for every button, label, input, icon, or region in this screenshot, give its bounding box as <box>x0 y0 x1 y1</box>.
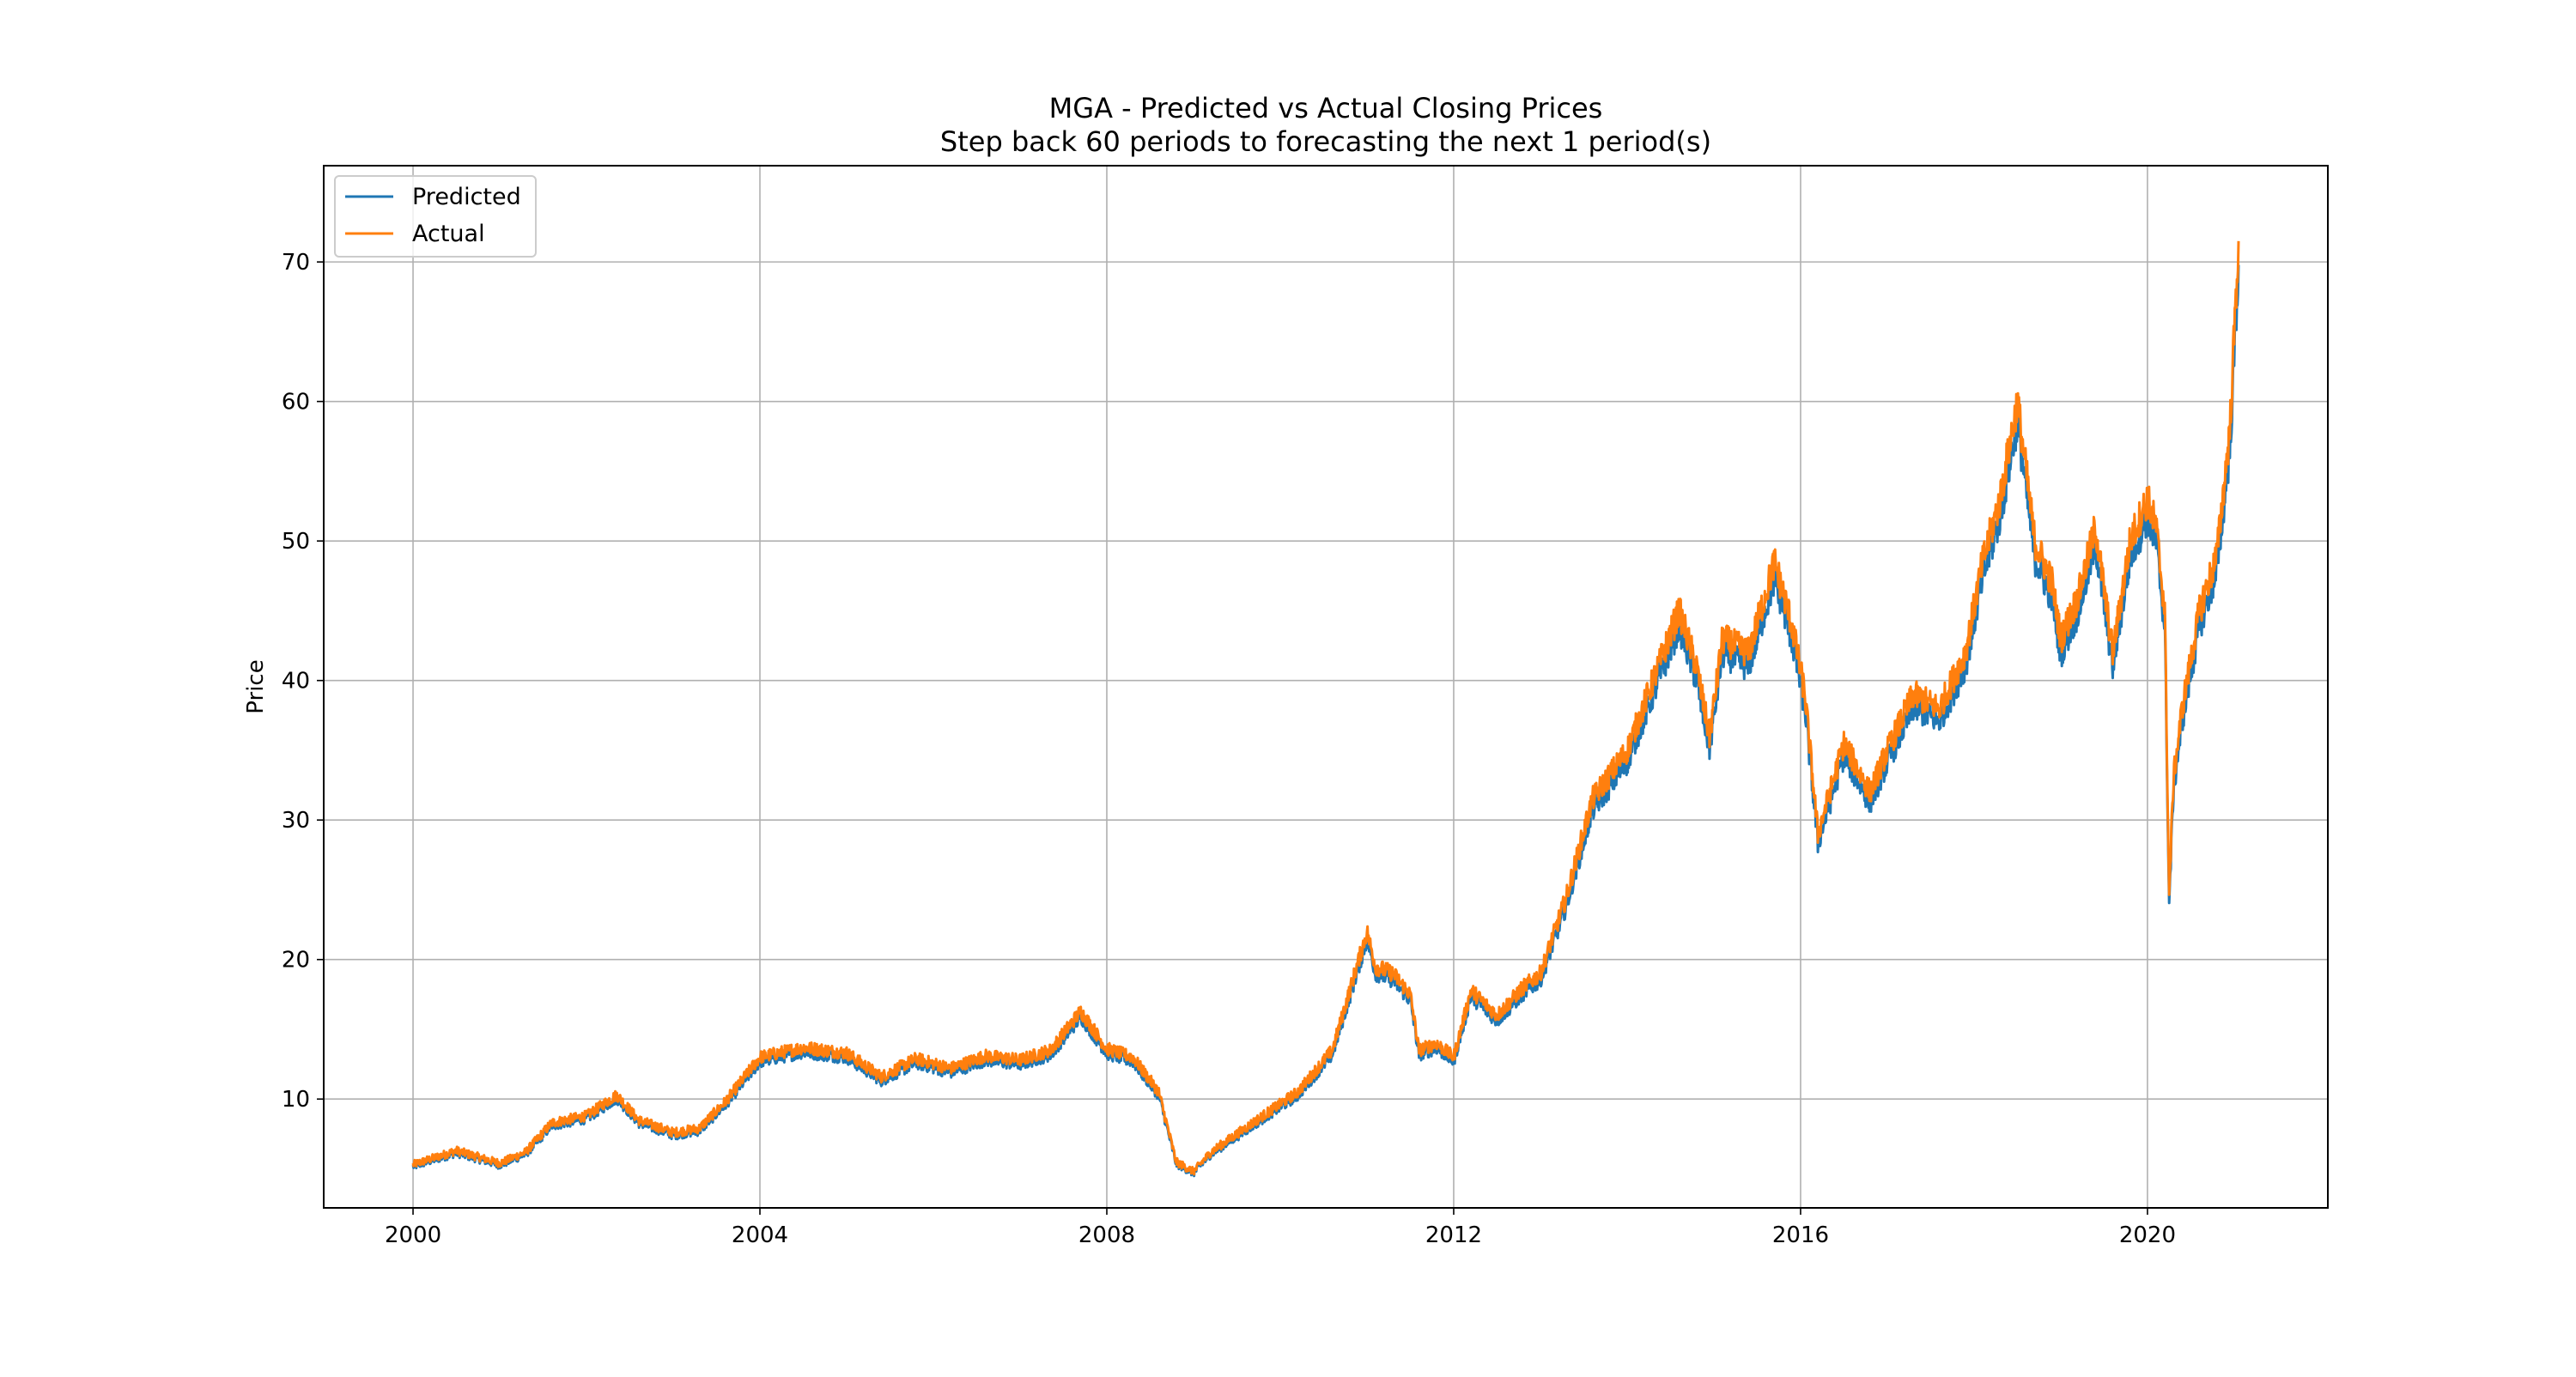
y-axis-label: Price <box>243 659 269 713</box>
y-tick-label: 30 <box>282 808 310 834</box>
x-tick-label: 2004 <box>732 1222 788 1248</box>
y-tick-label: 20 <box>282 948 310 974</box>
chart-subtitle: Step back 60 periods to forecasting the … <box>940 125 1711 158</box>
legend-label-predicted: Predicted <box>412 184 521 210</box>
x-tick-label: 2000 <box>385 1222 441 1248</box>
axis-ticks: 2000 2004 2008 2012 2016 2020 10 20 30 40 50 60 70 <box>282 250 2176 1248</box>
y-tick-label: 60 <box>282 390 310 416</box>
series-line-actual <box>411 240 2240 1176</box>
x-tick-label: 2012 <box>1425 1222 1482 1248</box>
y-tick-label: 40 <box>282 669 310 695</box>
y-tick-label: 50 <box>282 529 310 555</box>
x-tick-label: 2008 <box>1078 1222 1135 1248</box>
x-tick-label: 2016 <box>1772 1222 1829 1248</box>
series-lines <box>411 240 2240 1178</box>
chart-title: MGA - Predicted vs Actual Closing Prices <box>1049 92 1603 124</box>
y-tick-label: 10 <box>282 1087 310 1113</box>
x-tick-label: 2020 <box>2119 1222 2176 1248</box>
legend: Predicted Actual <box>334 175 537 258</box>
legend-label-actual: Actual <box>412 221 485 247</box>
y-tick-label: 70 <box>282 250 310 276</box>
plot-area-frame <box>323 165 2329 1209</box>
